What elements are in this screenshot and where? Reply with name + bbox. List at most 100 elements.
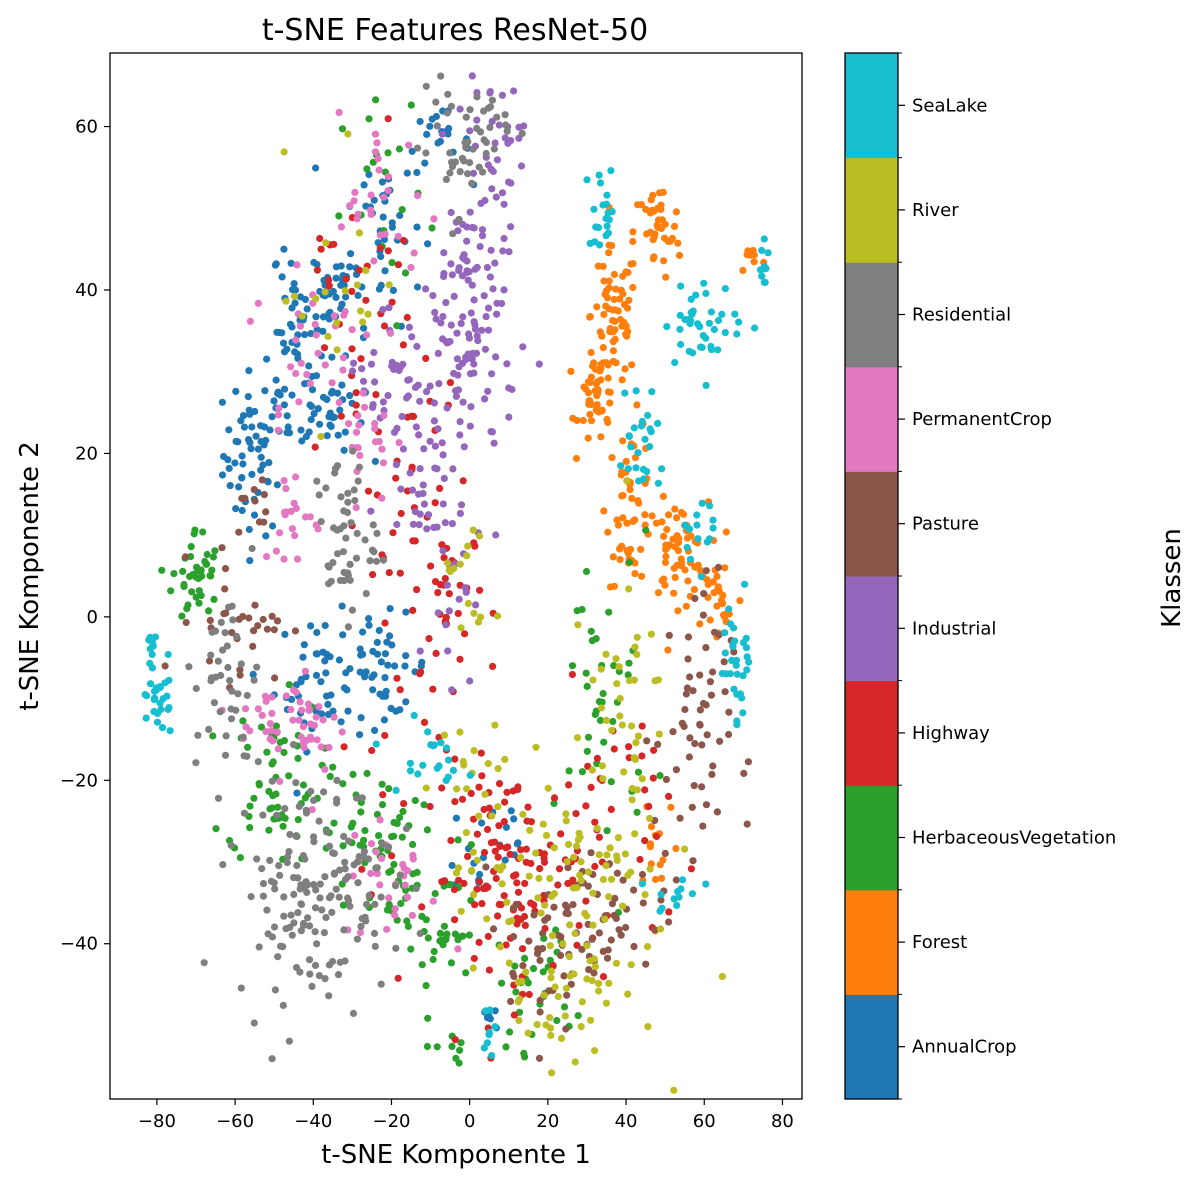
- data-point: [324, 710, 332, 719]
- data-point: [376, 690, 384, 698]
- data-point: [312, 313, 320, 321]
- data-point: [604, 374, 612, 382]
- data-point: [361, 827, 369, 835]
- data-point: [379, 213, 387, 221]
- data-point: [400, 800, 408, 808]
- data-point: [421, 159, 429, 167]
- data-point: [510, 1011, 518, 1019]
- data-point: [677, 555, 685, 563]
- data-point: [471, 901, 479, 909]
- data-point: [489, 662, 497, 671]
- data-point: [454, 386, 463, 394]
- data-point: [275, 862, 283, 870]
- data-point: [347, 519, 355, 527]
- data-point: [641, 435, 649, 443]
- data-point: [641, 837, 649, 845]
- data-point: [462, 113, 470, 121]
- data-point: [619, 437, 627, 445]
- data-point: [464, 542, 472, 550]
- data-point: [476, 586, 484, 594]
- data-point: [320, 788, 328, 796]
- data-point: [381, 619, 389, 627]
- data-point: [617, 471, 625, 479]
- data-point: [576, 871, 584, 879]
- data-point: [341, 865, 349, 873]
- data-point: [686, 555, 695, 563]
- data-point: [589, 676, 597, 684]
- data-point: [468, 355, 476, 363]
- data-point: [280, 748, 288, 757]
- x-tick-label: 0: [464, 1111, 475, 1132]
- data-point: [423, 130, 431, 138]
- data-point: [599, 947, 607, 956]
- data-point: [684, 315, 692, 324]
- data-point: [604, 528, 612, 536]
- data-point: [396, 813, 404, 822]
- data-point: [475, 532, 484, 540]
- data-point: [633, 633, 641, 641]
- data-point: [368, 546, 377, 554]
- data-point: [500, 892, 508, 900]
- data-point: [481, 345, 489, 353]
- data-point: [460, 761, 468, 769]
- data-point: [473, 93, 481, 101]
- data-point: [629, 228, 637, 236]
- data-point: [498, 880, 506, 888]
- data-point: [224, 456, 232, 464]
- data-point: [232, 437, 240, 445]
- data-point: [496, 943, 505, 951]
- data-point: [282, 925, 290, 933]
- data-point: [702, 567, 710, 575]
- data-point: [490, 439, 498, 447]
- data-point: [464, 170, 472, 178]
- data-point: [322, 484, 330, 492]
- data-point: [478, 226, 487, 234]
- data-point: [423, 388, 431, 396]
- data-point: [392, 474, 400, 482]
- data-point: [315, 972, 323, 980]
- data-point: [613, 869, 622, 877]
- data-point: [469, 145, 477, 153]
- data-point: [214, 657, 222, 665]
- data-point: [282, 297, 290, 305]
- data-point: [429, 292, 437, 300]
- data-point: [301, 794, 309, 802]
- data-point: [384, 173, 392, 181]
- data-point: [455, 216, 463, 224]
- data-point: [410, 249, 418, 257]
- data-point: [271, 885, 279, 893]
- data-point: [573, 842, 581, 850]
- data-point: [709, 578, 717, 586]
- data-point: [628, 361, 636, 369]
- y-tick-label: 60: [75, 117, 98, 138]
- data-point: [656, 772, 664, 780]
- data-point: [742, 634, 750, 642]
- data-point: [316, 234, 324, 243]
- colorbar-class-label: PermanentCrop: [912, 409, 1052, 430]
- data-point: [540, 854, 548, 862]
- data-point: [735, 318, 743, 326]
- data-point: [402, 652, 410, 660]
- data-point: [564, 864, 572, 872]
- data-point: [442, 621, 450, 629]
- data-point: [432, 315, 440, 323]
- data-point: [439, 941, 447, 949]
- data-point: [339, 366, 347, 374]
- data-point: [279, 339, 288, 347]
- data-point: [405, 376, 413, 384]
- data-point: [570, 853, 578, 861]
- data-point: [330, 240, 338, 248]
- data-point: [291, 299, 299, 307]
- data-point: [473, 830, 481, 838]
- data-point: [593, 401, 601, 409]
- data-point: [221, 565, 230, 573]
- data-point: [605, 216, 613, 224]
- data-point: [358, 865, 366, 873]
- data-point: [367, 840, 376, 848]
- data-point: [633, 786, 641, 794]
- data-point: [501, 755, 509, 764]
- data-point: [475, 877, 484, 886]
- data-point: [335, 212, 343, 220]
- data-point: [554, 931, 563, 940]
- data-point: [398, 833, 406, 841]
